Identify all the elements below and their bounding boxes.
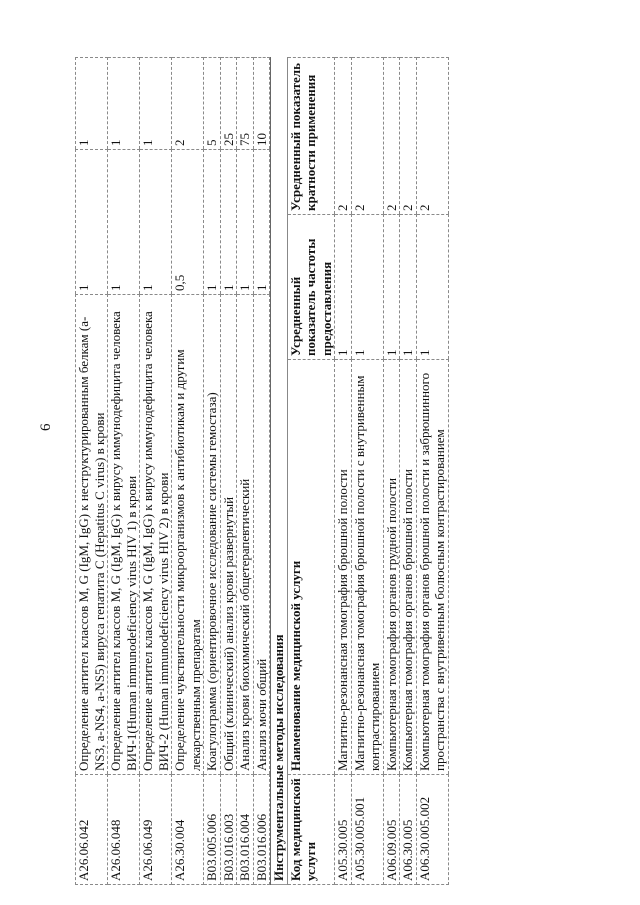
table-row: A26.30.004 Определение чувствительности м… (171, 57, 204, 885)
cell-mult: 5 (203, 57, 220, 150)
cell-code: A26.06.042 (75, 774, 108, 885)
table-row: B03.016.006 Анализ мочи общий 1 10 (253, 57, 270, 885)
table-row: A05.30.005 Магнитно-резонансная томографи… (334, 57, 351, 885)
table-row: A06.30.005.002 Компьютерная томография ор… (416, 57, 448, 885)
instrumental-table: Инструментальные методы исследования Код… (270, 57, 449, 885)
cell-mult: 2 (351, 57, 383, 215)
cell-mult: 1 (139, 57, 172, 150)
cell-name: Коагулограмма (ориентировочное исследова… (203, 294, 220, 775)
cell-code: A26.30.004 (171, 774, 204, 885)
table-row: A26.06.048 Определение антител классов M,… (107, 57, 140, 885)
cell-freq: 1 (139, 149, 172, 295)
cell-code: B03.016.006 (253, 774, 270, 885)
cell-freq: 1 (399, 214, 416, 360)
header-row: Код медицинской услуги Наименование меди… (287, 57, 335, 885)
cell-mult: 2 (334, 57, 351, 215)
page-number: 6 (38, 423, 54, 432)
cell-mult: 1 (107, 57, 140, 150)
cell-freq: 1 (253, 149, 270, 295)
cell-name: Анализ мочи общий (253, 294, 270, 775)
cell-code: B03.005.006 (203, 774, 220, 885)
cell-name: Определение чувствительности микрооргани… (171, 294, 204, 775)
cell-name: Общий (клинический) анализ крови разверн… (220, 294, 237, 775)
cell-name: Определение антител классов M, G (IgM, I… (107, 294, 140, 775)
header-code: Код медицинской услуги (287, 774, 335, 885)
cell-freq: 1 (220, 149, 237, 295)
table-row: A06.09.005 Компьютерная томография органо… (383, 57, 400, 885)
section-title: Инструментальные методы исследования (270, 57, 287, 885)
table-row: B03.016.003 Общий (клинический) анализ кр… (220, 57, 237, 885)
cell-mult: 2 (383, 57, 400, 215)
cell-freq: 1 (236, 149, 253, 295)
cell-code: A05.30.005 (334, 774, 351, 885)
cell-freq: 1 (75, 149, 108, 295)
cell-name: Магнитно-резонансная томография брюшной … (351, 359, 383, 775)
cell-mult: 2 (399, 57, 416, 215)
cell-name: Анализ крови биохимический общетерапевти… (236, 294, 253, 775)
cell-code: B03.016.004 (236, 774, 253, 885)
cell-name: Магнитно-резонансная томография брюшной … (334, 359, 351, 775)
lab-table: A26.06.042 Определение антител классов M,… (75, 57, 270, 885)
cell-name: Определение антител классов M, G (IgM, I… (139, 294, 172, 775)
header-frequency: Усредненный показатель частоты предостав… (287, 214, 335, 360)
table-row: A26.06.042 Определение антител классов M,… (75, 57, 108, 885)
cell-code: B03.016.003 (220, 774, 237, 885)
cell-freq: 1 (383, 214, 400, 360)
cell-freq: 1 (416, 214, 448, 360)
cell-mult: 2 (171, 57, 204, 150)
cell-code: A05.30.005.001 (351, 774, 383, 885)
cell-freq: 1 (203, 149, 220, 295)
cell-code: A06.30.005.002 (416, 774, 448, 885)
cell-mult: 25 (220, 57, 237, 150)
table-row: A06.30.005 Компьютерная томография органо… (399, 57, 416, 885)
table-row: A05.30.005.001 Магнитно-резонансная томог… (351, 57, 383, 885)
cell-name: Определение антител классов M, G (IgM, I… (75, 294, 108, 775)
header-name: Наименование медицинской услуги (287, 359, 335, 775)
cell-freq: 1 (351, 214, 383, 360)
cell-name: Компьютерная томография органов брюшной … (399, 359, 416, 775)
table-row: B03.005.006 Коагулограмма (ориентировочно… (203, 57, 220, 885)
section-header-row: Инструментальные методы исследования (270, 57, 287, 885)
table-row: A26.06.049 Определение антител классов M,… (139, 57, 172, 885)
header-multiplicity: Усредненный показатель кратности примене… (287, 57, 335, 215)
cell-freq: 0,5 (171, 149, 204, 295)
cell-freq: 1 (107, 149, 140, 295)
cell-mult: 10 (253, 57, 270, 150)
cell-mult: 2 (416, 57, 448, 215)
cell-name: Компьютерная томография органов грудной … (383, 359, 400, 775)
cell-name: Компьютерная томография органов брюшной … (416, 359, 448, 775)
cell-code: A06.30.005 (399, 774, 416, 885)
cell-code: A06.09.005 (383, 774, 400, 885)
cell-code: A26.06.049 (139, 774, 172, 885)
table-row: B03.016.004 Анализ крови биохимический об… (236, 57, 253, 885)
cell-freq: 1 (334, 214, 351, 360)
cell-mult: 75 (236, 57, 253, 150)
cell-code: A26.06.048 (107, 774, 140, 885)
cell-mult: 1 (75, 57, 108, 150)
